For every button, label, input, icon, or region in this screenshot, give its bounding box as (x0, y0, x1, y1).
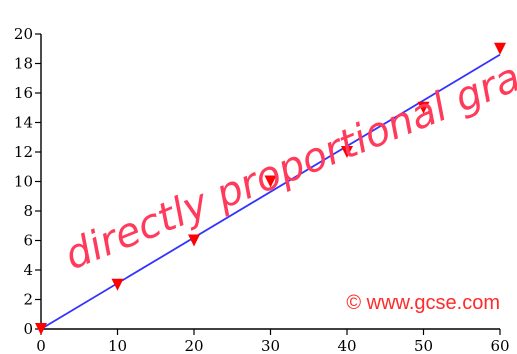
x-tick-label: 30 (261, 337, 280, 354)
x-tick-label: 20 (184, 337, 203, 354)
y-tick-label: 20 (14, 25, 33, 43)
tick-group: 0 10 20 30 40 50 60 0 2 4 6 8 10 12 14 16 18 20 (14, 25, 510, 354)
y-tick-label: 8 (23, 202, 33, 220)
data-point (417, 101, 430, 114)
data-point (111, 278, 124, 291)
x-tick-label: 60 (490, 337, 509, 354)
data-point (264, 175, 277, 188)
y-tick-label: 10 (14, 173, 33, 191)
y-tick-label: 16 (14, 84, 33, 102)
y-tick-label: 2 (23, 291, 33, 309)
y-tick-label: 4 (23, 261, 33, 279)
data-point (494, 42, 506, 55)
data-points (35, 42, 506, 335)
x-tick-label: 40 (337, 337, 356, 354)
y-tick-label: 12 (14, 143, 33, 161)
y-tick-label: 0 (23, 320, 33, 338)
data-point (341, 146, 353, 158)
y-tick-label: 6 (23, 232, 33, 250)
x-tick-label: 50 (414, 337, 433, 354)
x-tick-label: 10 (108, 337, 127, 354)
annotation-text: directly proportional graph (59, 35, 517, 279)
data-point (35, 323, 47, 335)
copyright-text: © www.gcse.com (346, 292, 500, 314)
y-tick-label: 18 (14, 55, 33, 73)
y-tick-label: 14 (14, 114, 33, 132)
x-tick-label: 0 (36, 337, 46, 354)
data-point (188, 234, 200, 247)
